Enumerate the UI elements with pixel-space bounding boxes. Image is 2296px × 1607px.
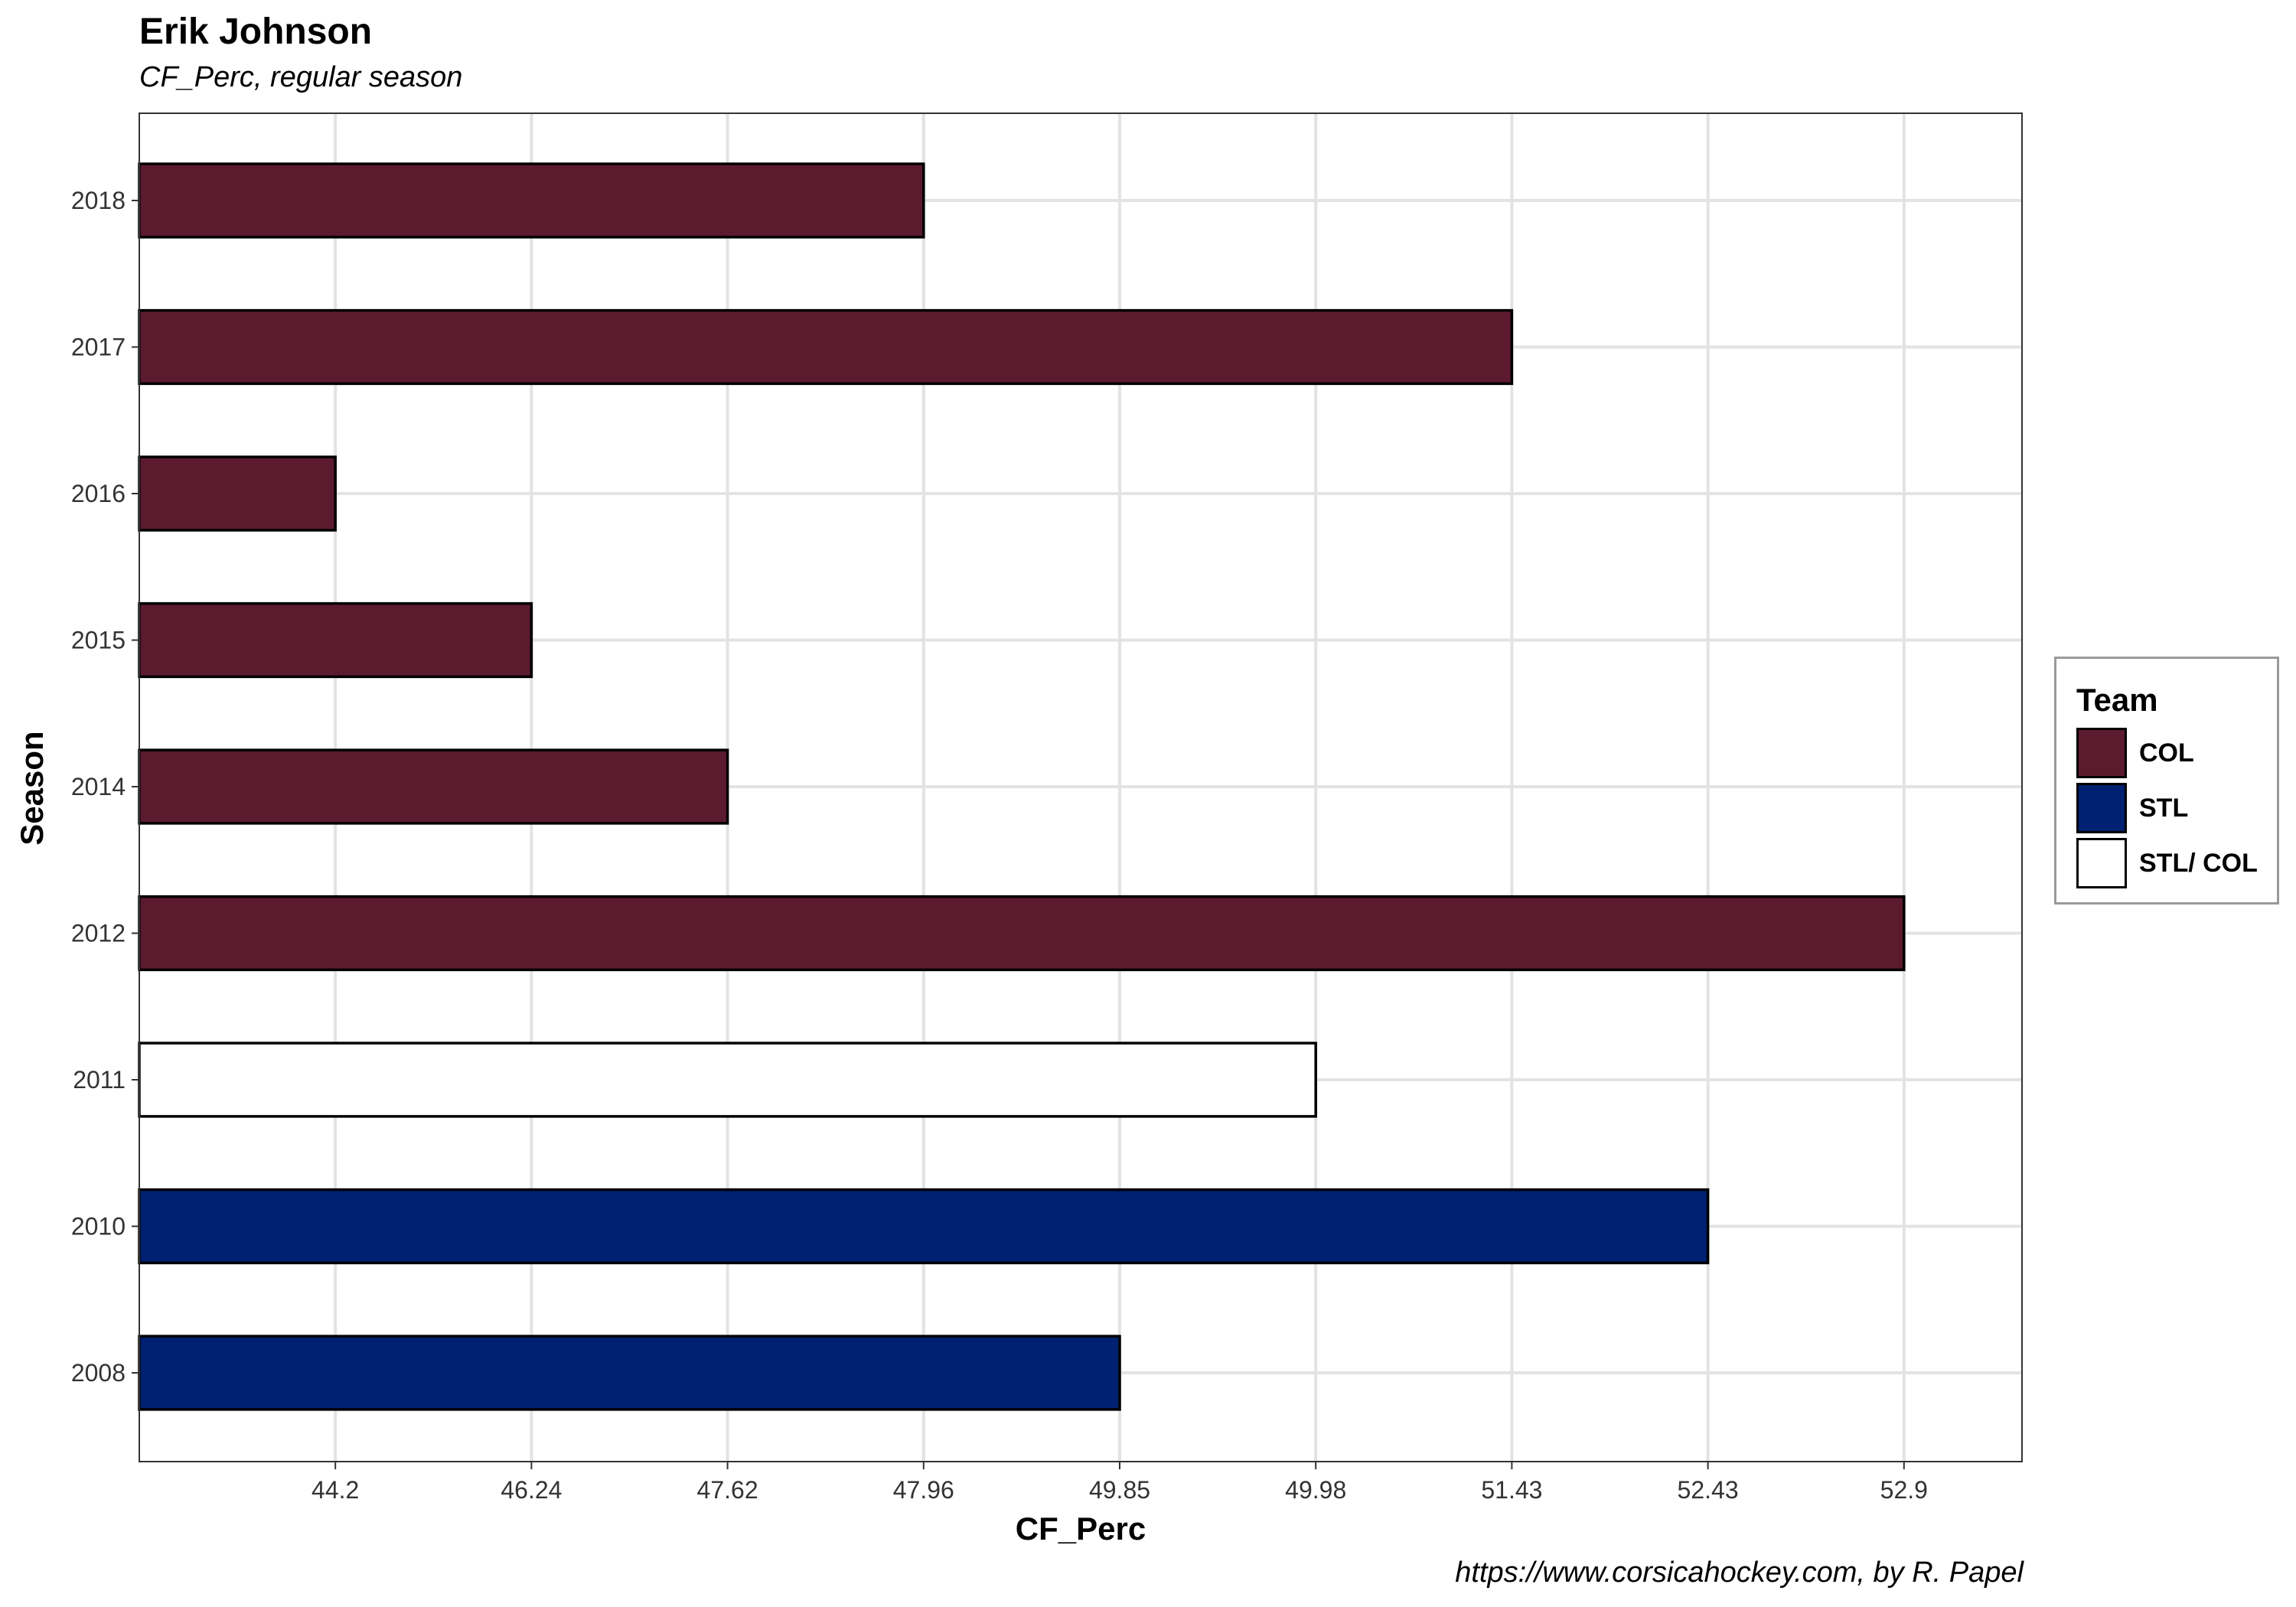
legend-label-col: COL (2139, 738, 2194, 768)
x-axis-ticks: 44.2 46.24 47.62 47.96 49.85 49.98 51.43 52.43 5… (311, 1462, 1928, 1504)
legend-item-col: COL (2076, 728, 2275, 781)
bar-2010 (138, 1188, 1710, 1265)
legend-item-stl: STL (2076, 783, 2275, 836)
legend-item-stl-col: STL/ COL (2076, 838, 2275, 892)
legend-swatch-col (2076, 728, 2127, 778)
y-tick-label: 2017 (71, 334, 126, 361)
bar-2011 (138, 1041, 1317, 1118)
legend-swatch-stl-col (2076, 838, 2127, 888)
y-tick-label: 2014 (71, 773, 126, 800)
legend: Team COL STL STL/ COL (2054, 657, 2279, 905)
bar-2018 (138, 162, 925, 239)
x-tick-label: 52.9 (1880, 1476, 1928, 1504)
bars (138, 162, 1906, 1411)
bar-2015 (138, 601, 533, 679)
y-tick-label: 2008 (71, 1359, 126, 1387)
x-tick-label: 51.43 (1481, 1476, 1542, 1504)
legend-label-stl: STL (2139, 794, 2189, 823)
bar-2014 (138, 748, 729, 825)
legend-swatch-stl (2076, 783, 2127, 833)
y-axis-title: Season (14, 731, 50, 845)
bar-2008 (138, 1335, 1121, 1411)
chart-title: Erik Johnson (139, 11, 373, 52)
y-tick-label: 2010 (71, 1213, 126, 1240)
x-tick-label: 47.62 (697, 1476, 758, 1504)
y-tick-label: 2018 (71, 187, 126, 214)
legend-title: Team (2076, 682, 2158, 718)
x-tick-label: 47.96 (893, 1476, 954, 1504)
chart-subtitle: CF_Perc, regular season (139, 61, 463, 93)
y-tick-label: 2012 (71, 920, 126, 947)
y-tick-label: 2011 (73, 1066, 126, 1094)
y-axis-ticks: 2008 2010 2011 2012 2014 2015 2016 2017 2018 (71, 187, 139, 1387)
legend-label-stl-col: STL/ COL (2139, 849, 2258, 878)
x-tick-label: 49.98 (1285, 1476, 1346, 1504)
bar-2017 (138, 308, 1514, 386)
x-tick-label: 49.85 (1089, 1476, 1150, 1504)
x-tick-label: 44.2 (311, 1476, 359, 1504)
x-tick-label: 52.43 (1678, 1476, 1739, 1504)
x-axis-title: CF_Perc (1016, 1511, 1146, 1547)
chart-caption: https://www.corsicahockey.com, by R. Pap… (1455, 1556, 2024, 1589)
x-tick-label: 46.24 (501, 1476, 562, 1504)
y-tick-label: 2015 (71, 627, 126, 654)
y-tick-label: 2016 (71, 480, 126, 507)
bar-2016 (138, 455, 337, 532)
bar-2012 (138, 895, 1906, 972)
